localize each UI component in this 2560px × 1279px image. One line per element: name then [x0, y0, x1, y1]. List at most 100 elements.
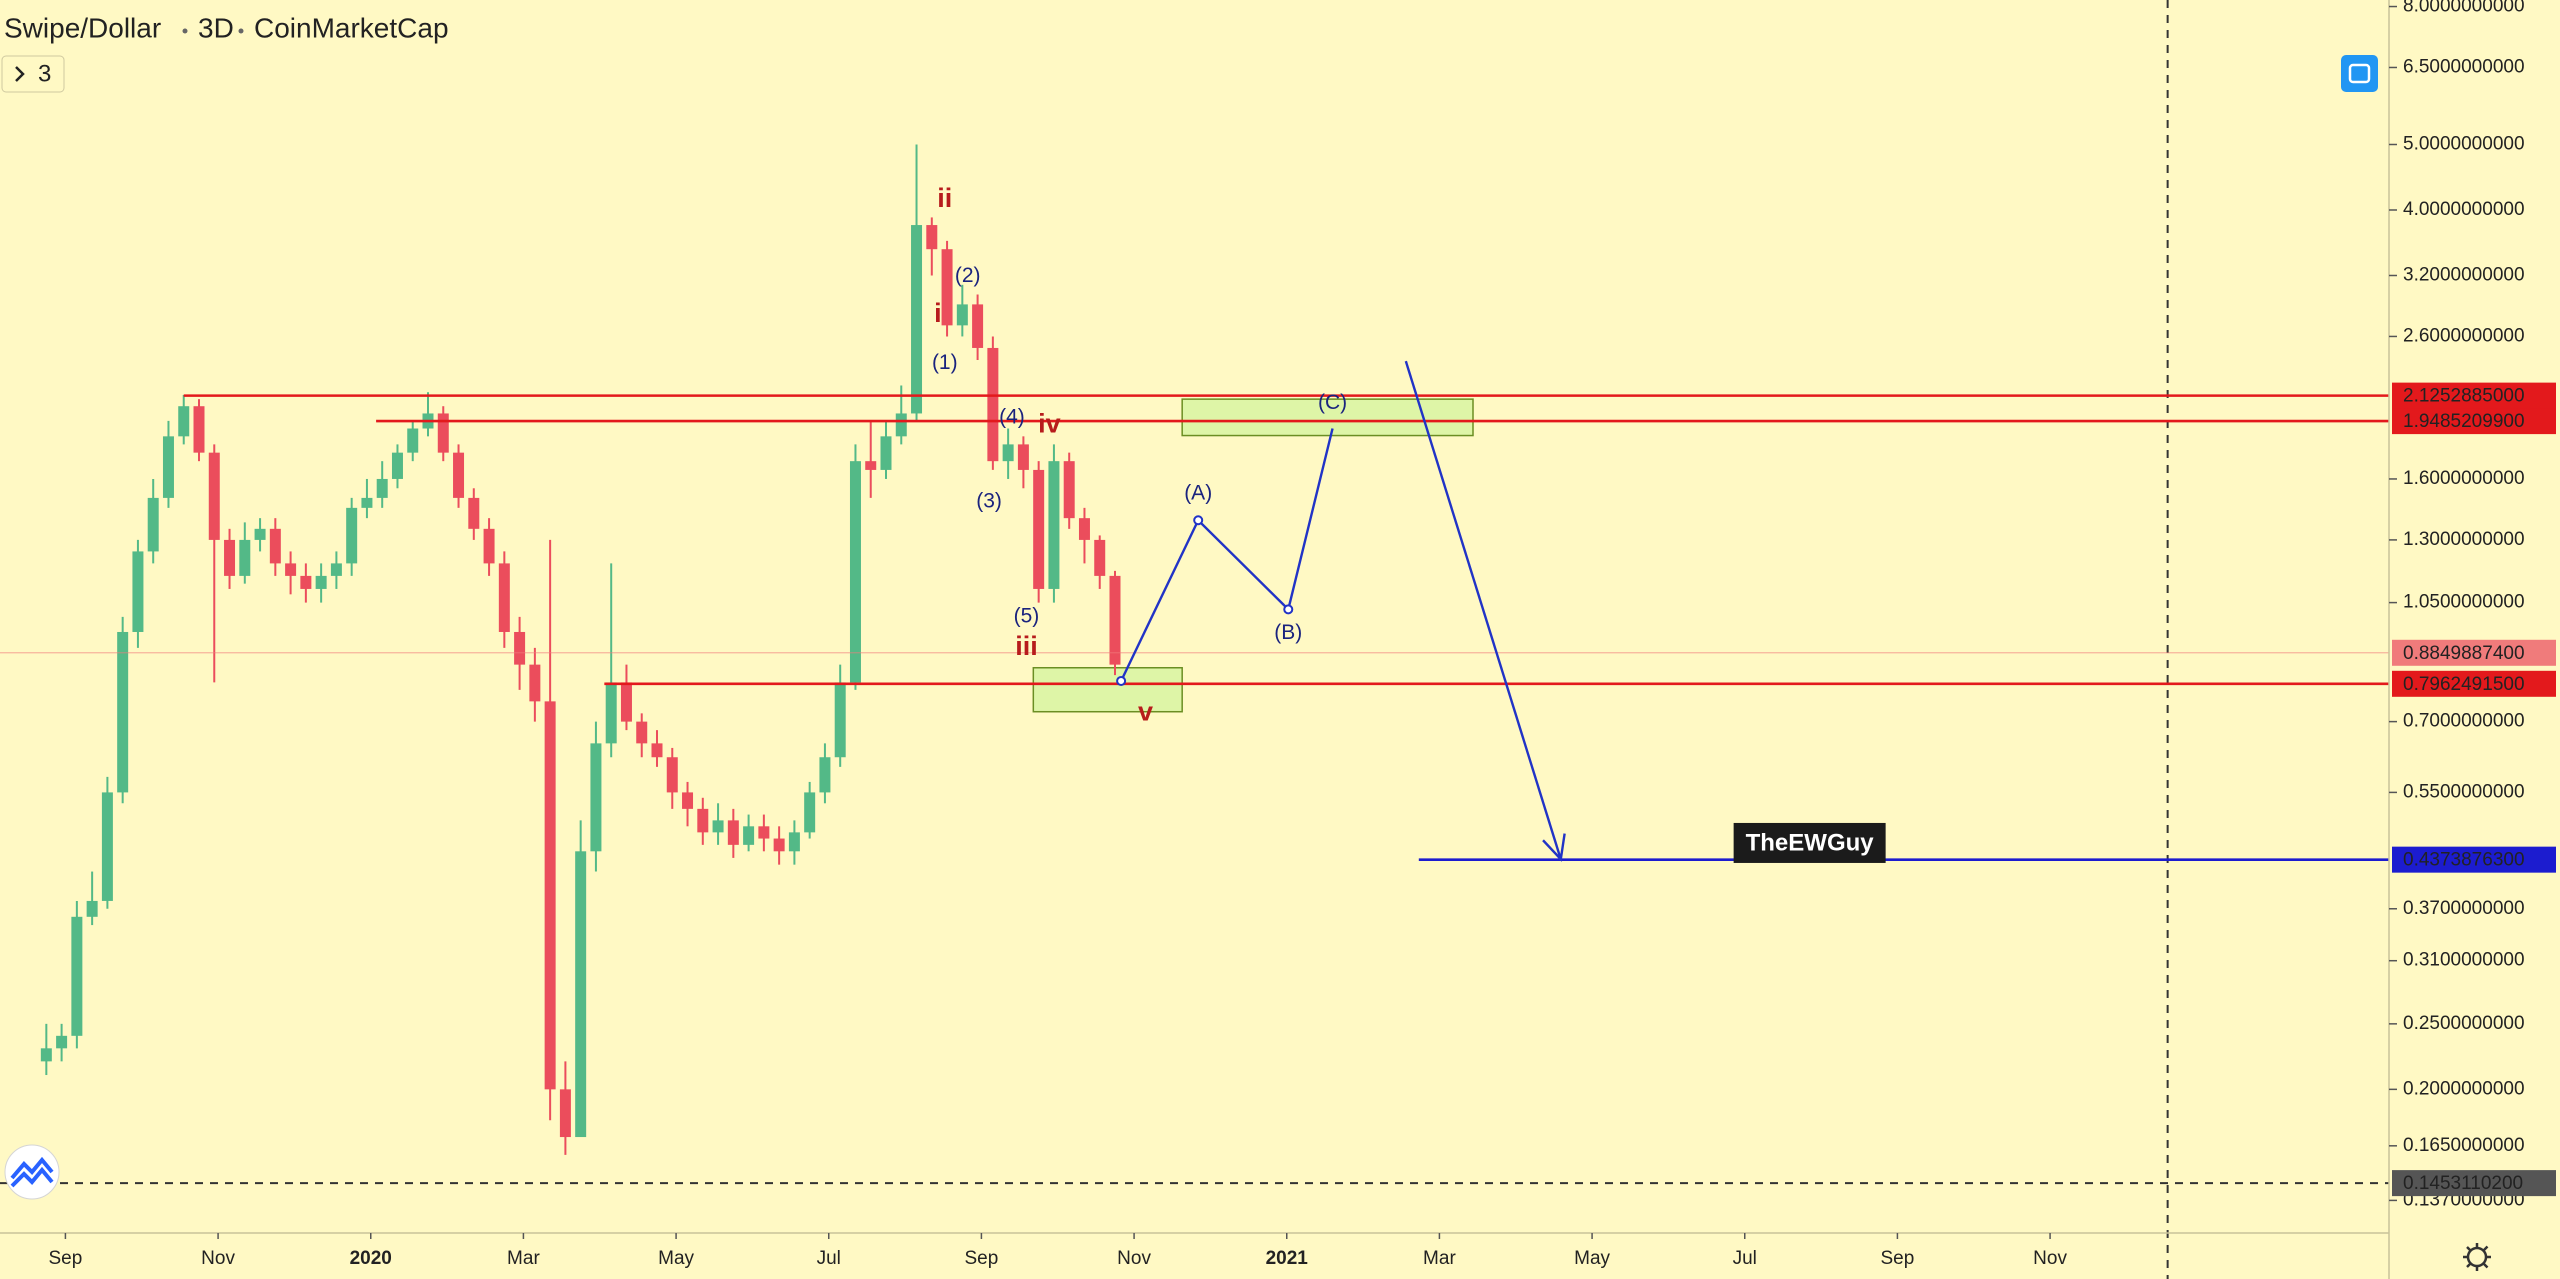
candle-body	[895, 413, 907, 437]
x-tick-label: May	[658, 1248, 694, 1269]
y-tick-label: 5.0000000000	[2403, 134, 2525, 155]
candle-body	[193, 406, 205, 453]
candle-body	[285, 563, 297, 576]
candle-body	[376, 478, 388, 498]
candle-body	[712, 820, 724, 833]
price-label: 0.1453110200	[2403, 1173, 2523, 1194]
candle-body	[682, 792, 694, 809]
author-label: TheEWGuy	[1746, 829, 1875, 856]
candle-body	[361, 497, 373, 508]
y-tick-label: 0.2500000000	[2403, 1013, 2525, 1034]
projection-point	[1283, 604, 1294, 615]
wave-label: (C)	[1318, 391, 1347, 414]
candle-body	[697, 808, 709, 833]
candle-body	[86, 900, 98, 917]
screenshot-button[interactable]	[2341, 55, 2378, 92]
candle-body	[666, 757, 678, 793]
candle-body	[498, 563, 510, 632]
candle-body	[865, 461, 877, 470]
candle-body	[1002, 444, 1014, 462]
candle-body	[224, 539, 236, 576]
y-tick-label: 1.6000000000	[2403, 468, 2525, 489]
projection-path	[1120, 428, 1334, 682]
candle-body	[1094, 539, 1106, 576]
candle-body	[972, 304, 984, 348]
wave-label: i	[934, 298, 942, 328]
candle-body	[300, 575, 312, 589]
author-badge	[1733, 822, 1886, 863]
candle-body	[590, 743, 602, 852]
symbol: Swipe/Dollar	[4, 12, 161, 43]
button-bg[interactable]	[2341, 55, 2378, 92]
source: CoinMarketCap	[254, 12, 449, 43]
header: Swipe/Dollar 3D CoinMarketCap 3	[1, 12, 449, 93]
candle-body	[178, 406, 190, 437]
logo	[4, 1144, 60, 1200]
candle-body	[727, 820, 739, 845]
candle-body	[849, 461, 861, 683]
candle-body	[956, 304, 968, 326]
price-label-box	[2392, 846, 2556, 873]
x-tick-label: Mar	[507, 1248, 540, 1269]
candle-body	[1063, 461, 1075, 519]
candle-body	[391, 452, 403, 479]
projection-point	[1193, 515, 1204, 526]
wave-label: v	[1138, 696, 1153, 726]
y-tick-label: 0.7000000000	[2403, 711, 2525, 732]
x-tick-label: Mar	[1423, 1248, 1456, 1269]
candle-body	[987, 347, 999, 462]
wave-label: (A)	[1184, 482, 1212, 505]
candle-body	[758, 826, 770, 839]
x-tick-label: 2020	[350, 1248, 392, 1269]
candle-body	[819, 757, 831, 793]
button-icon	[2348, 63, 2371, 84]
x-tick-label: Nov	[2033, 1248, 2067, 1269]
candle-body	[483, 528, 495, 564]
x-tick-label: Jul	[1733, 1248, 1757, 1269]
logo-mark	[10, 1156, 54, 1188]
candle-body	[453, 452, 465, 498]
y-tick-label: 8.0000000000	[2403, 0, 2525, 17]
candle-body	[620, 682, 632, 722]
projection-point	[1116, 675, 1127, 686]
wave-label: (1)	[932, 351, 958, 374]
candle-body	[1078, 518, 1090, 540]
candle-body	[911, 225, 923, 414]
candle-body	[834, 682, 846, 758]
plot-area: iii(2)(1)(4) iv(3)(5)iiiv(A)(B)(C)TheEWGu…	[0, 0, 2389, 1279]
candle-body	[743, 826, 755, 845]
candle-body	[132, 551, 144, 632]
candle-body	[941, 249, 953, 326]
wave-label: ii	[937, 183, 952, 213]
candle-body	[651, 743, 663, 758]
price-label-box	[2392, 382, 2556, 409]
axes: 8.0000000000 6.5000000000 5.0000000000 4.00…	[49, 0, 2556, 1269]
gear-teeth	[2463, 1243, 2491, 1271]
price-label-box	[2392, 1170, 2556, 1197]
y-tick-label: 0.1650000000	[2403, 1135, 2525, 1156]
price-label: 0.8849887400	[2403, 643, 2525, 664]
candle-body	[926, 225, 938, 250]
candle-body	[468, 497, 480, 529]
price-label: 0.4373876300	[2403, 850, 2525, 871]
price-label: 1.9485209900	[2403, 411, 2525, 432]
candle-body	[40, 1048, 52, 1062]
settings-button[interactable]	[2463, 1243, 2491, 1271]
candle-body	[880, 436, 892, 470]
candle-body	[514, 631, 526, 665]
candle-body	[208, 452, 220, 540]
wave-label: (5)	[1014, 604, 1040, 627]
candle-body	[346, 507, 358, 564]
wave-label: (3)	[976, 489, 1002, 512]
separator	[238, 28, 244, 34]
target-zone	[1032, 666, 1183, 713]
candle-body	[1109, 575, 1121, 665]
indicator-toggle[interactable]	[1, 55, 65, 93]
y-tick-label: 2.6000000000	[2403, 325, 2525, 346]
x-tick-label: Sep	[965, 1248, 999, 1269]
x-tick-label: Nov	[1117, 1248, 1151, 1269]
candle-body	[788, 832, 800, 852]
